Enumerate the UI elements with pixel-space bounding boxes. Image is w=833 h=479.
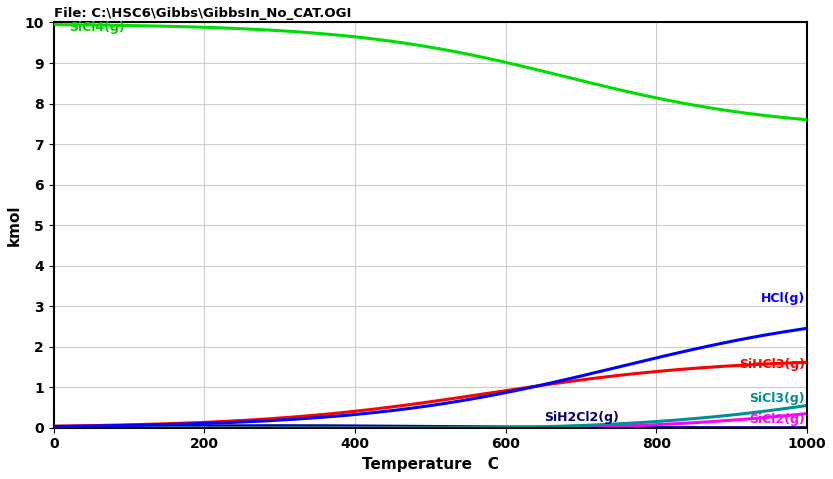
Text: SiCl4(g): SiCl4(g) — [69, 21, 125, 34]
Y-axis label: kmol: kmol — [7, 205, 22, 246]
X-axis label: Temperature   C: Temperature C — [362, 457, 499, 472]
Text: SiCl2(g): SiCl2(g) — [750, 413, 806, 426]
Text: SiH2Cl2(g): SiH2Cl2(g) — [544, 411, 619, 424]
Text: SiHCl3(g): SiHCl3(g) — [739, 358, 806, 371]
Text: SiCl3(g): SiCl3(g) — [750, 392, 806, 405]
Text: HCl(g): HCl(g) — [761, 292, 806, 306]
Text: File: C:\HSC6\Gibbs\GibbsIn_No_CAT.OGI: File: C:\HSC6\Gibbs\GibbsIn_No_CAT.OGI — [54, 7, 352, 20]
